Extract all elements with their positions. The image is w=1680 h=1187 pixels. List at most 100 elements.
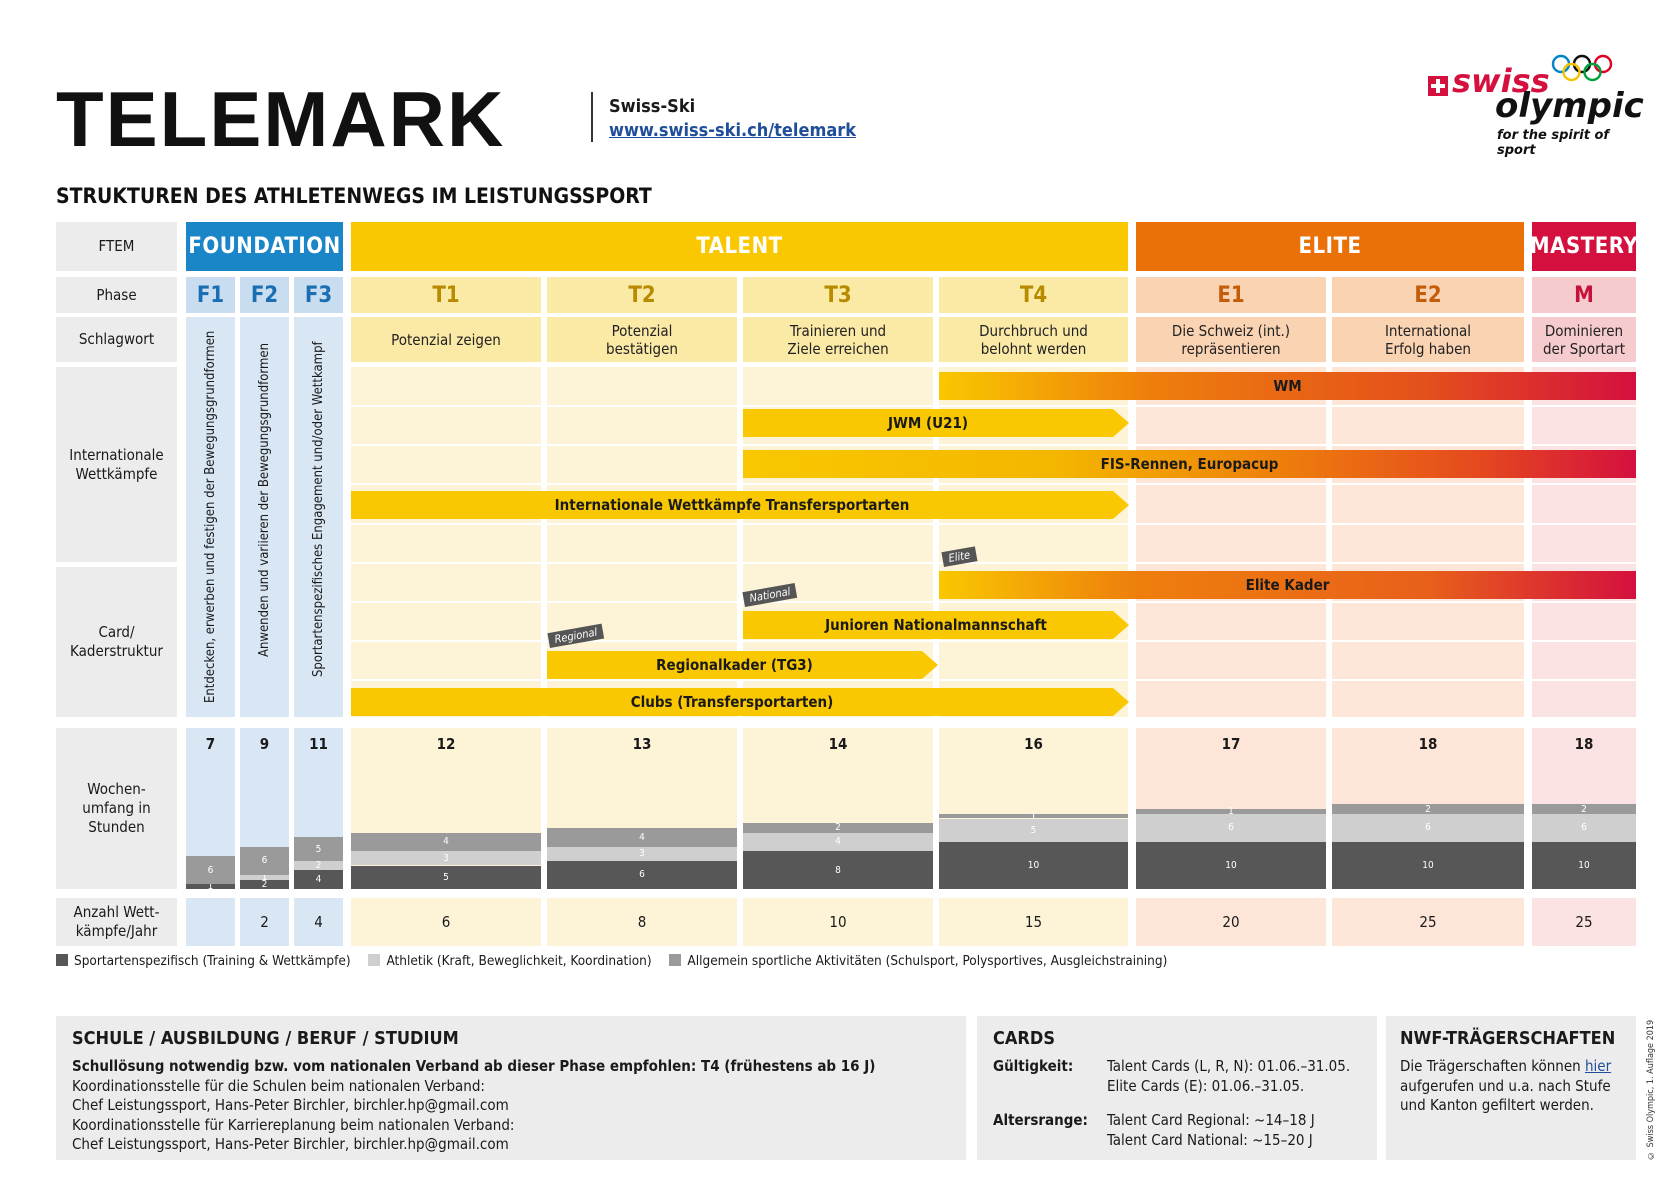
hours-total-T4: 16 bbox=[1024, 735, 1043, 753]
school-line-3: Koordinationsstelle für Karriereplanung … bbox=[72, 1115, 515, 1134]
hours-seg-sport-T4: 10 bbox=[939, 842, 1128, 889]
bar-clubs-label: Clubs (Transfersportarten) bbox=[630, 693, 834, 711]
row-separator bbox=[939, 522, 1128, 525]
cards-validity-label: Gültigkeit: bbox=[993, 1057, 1074, 1075]
row-separator bbox=[547, 640, 737, 643]
hours-seg-athletic-F3: 2 bbox=[294, 860, 343, 871]
legend-label-general: Allgemein sportliche Aktivitäten (Schuls… bbox=[687, 953, 1168, 969]
hours-seg-general-T3: 2 bbox=[743, 822, 933, 833]
comp-count-F3: 4 bbox=[314, 913, 323, 931]
cards-box: CARDS Gültigkeit: Talent Cards (L, R, N)… bbox=[977, 1016, 1377, 1160]
row-separator bbox=[743, 522, 933, 525]
swiss-cross-icon bbox=[1428, 76, 1448, 96]
hours-seg-general-M: 2 bbox=[1532, 804, 1636, 815]
org-url-link[interactable]: www.swiss-ski.ch/telemark bbox=[609, 120, 856, 141]
nwf-link[interactable]: hier bbox=[1584, 1057, 1612, 1075]
row-separator bbox=[1532, 561, 1636, 564]
cards-validity-2: Elite Cards (E): 01.06.–31.05. bbox=[1107, 1076, 1305, 1095]
comp-count-T4: 15 bbox=[1024, 913, 1043, 931]
hours-total-F1: 7 bbox=[205, 735, 216, 753]
row-separator bbox=[547, 444, 737, 447]
row-label-keyword: Schlagwort bbox=[56, 317, 177, 362]
hours-seg-sport-T2: 6 bbox=[547, 860, 737, 889]
swiss-olympic-logo: swiss olympic for the spirit of sport bbox=[1420, 52, 1644, 158]
phase-M: M bbox=[1532, 277, 1636, 313]
hours-total-F3: 11 bbox=[309, 735, 328, 753]
org-name: Swiss-Ski bbox=[609, 96, 696, 117]
comp-count-E1: 20 bbox=[1222, 913, 1240, 931]
hours-total-T2: 13 bbox=[632, 735, 652, 753]
row-label-card: Card/ Kaderstruktur bbox=[56, 567, 177, 717]
comp-bg-M bbox=[1532, 898, 1636, 946]
row-separator bbox=[351, 561, 541, 564]
school-box: SCHULE / AUSBILDUNG / BERUF / STUDIUM Sc… bbox=[56, 1016, 966, 1160]
nwf-box: NWF-TRÄGERSCHAFTEN Die Trägerschaften kö… bbox=[1386, 1016, 1636, 1160]
comp-count-T3: 10 bbox=[829, 913, 847, 931]
logo-swiss-text: swiss bbox=[1452, 62, 1550, 100]
logo-olympic-text: olympic bbox=[1495, 86, 1644, 126]
row-separator bbox=[939, 640, 1128, 643]
phase-F1: F1 bbox=[186, 277, 235, 313]
row-separator bbox=[743, 601, 933, 603]
hours-seg-athletic-F2: 1 bbox=[240, 872, 289, 883]
row-separator bbox=[743, 561, 933, 564]
bar-wm: WM bbox=[939, 372, 1636, 400]
phase-T1: T1 bbox=[351, 277, 541, 313]
chart-legend: Sportartenspezifisch (Training & Wettkäm… bbox=[56, 953, 1167, 969]
comp-count-M: 25 bbox=[1575, 913, 1593, 931]
hours-seg-athletic-E2: 6 bbox=[1332, 813, 1524, 842]
row-separator bbox=[1136, 601, 1326, 603]
hours-seg-sport-M: 10 bbox=[1532, 842, 1636, 889]
row-label-competitions: Anzahl Wett- kämpfe/Jahr bbox=[56, 898, 177, 946]
legend-item-athletic: Athletik (Kraft, Beweglichkeit, Koordina… bbox=[368, 953, 652, 969]
school-line-1: Koordinationsstelle für die Schulen beim… bbox=[72, 1076, 485, 1095]
hours-total-E2: 18 bbox=[1418, 735, 1438, 753]
row-separator bbox=[939, 561, 1128, 564]
cards-age-row: Altersrange: Talent Card Regional: ~14–1… bbox=[993, 1111, 1361, 1150]
bar-jwm bbox=[743, 409, 1129, 437]
comp-bg-T2 bbox=[547, 898, 737, 946]
row-separator bbox=[351, 522, 541, 525]
hours-seg-general-T1: 4 bbox=[351, 832, 541, 852]
legend-item-general: Allgemein sportliche Aktivitäten (Schuls… bbox=[669, 953, 1167, 969]
olympic-rings-icon bbox=[1551, 54, 1613, 82]
column-bg-M bbox=[1532, 367, 1636, 717]
foundation-column-F2: Anwenden und variieren der Bewegungsgrun… bbox=[240, 317, 289, 717]
row-separator bbox=[1332, 679, 1524, 682]
legend-item-sport: Sportartenspezifisch (Training & Wettkäm… bbox=[56, 953, 351, 969]
row-separator bbox=[547, 679, 737, 682]
row-separator bbox=[547, 601, 737, 603]
row-separator bbox=[547, 522, 737, 525]
row-separator bbox=[939, 405, 1128, 407]
row-separator bbox=[1532, 405, 1636, 407]
hours-seg-sport-F1: 1 bbox=[186, 881, 235, 892]
row-separator bbox=[939, 679, 1128, 682]
keyword-T1: Potenzial zeigen bbox=[351, 317, 541, 362]
keyword-T4: Durchbruch und belohnt werden bbox=[939, 317, 1128, 362]
row-separator bbox=[939, 483, 1128, 486]
school-heading: SCHULE / AUSBILDUNG / BERUF / STUDIUM bbox=[72, 1028, 459, 1049]
column-bg-E1 bbox=[1136, 367, 1326, 717]
phase-T4: T4 bbox=[939, 277, 1128, 313]
comp-count-F2: 2 bbox=[260, 913, 269, 931]
comp-bg-F2 bbox=[240, 898, 289, 946]
foundation-column-F1: Entdecken, erwerben und festigen der Bew… bbox=[186, 317, 235, 717]
school-bold-line: Schullösung notwendig bzw. vom nationale… bbox=[72, 1057, 876, 1075]
row-separator bbox=[1136, 679, 1326, 682]
phase-F3: F3 bbox=[294, 277, 343, 313]
comp-bg-F3 bbox=[294, 898, 343, 946]
hours-seg-sport-F2: 2 bbox=[240, 879, 289, 890]
nwf-heading: NWF-TRÄGERSCHAFTEN bbox=[1400, 1028, 1616, 1049]
row-separator bbox=[1136, 718, 1326, 721]
phase-E1: E1 bbox=[1136, 277, 1326, 313]
row-label-ftem: FTEM bbox=[56, 222, 177, 271]
legend-label-sport: Sportartenspezifisch (Training & Wettkäm… bbox=[74, 953, 351, 969]
row-separator bbox=[1532, 601, 1636, 603]
keyword-T2: Potenzial bestätigen bbox=[547, 317, 737, 362]
bar-jwm-label: JWM (U21) bbox=[887, 414, 969, 432]
hours-total-T1: 12 bbox=[436, 735, 456, 753]
row-separator bbox=[743, 483, 933, 486]
cards-heading: CARDS bbox=[993, 1028, 1055, 1049]
column-bg-E2 bbox=[1332, 367, 1524, 717]
hours-total-E1: 17 bbox=[1221, 735, 1241, 753]
